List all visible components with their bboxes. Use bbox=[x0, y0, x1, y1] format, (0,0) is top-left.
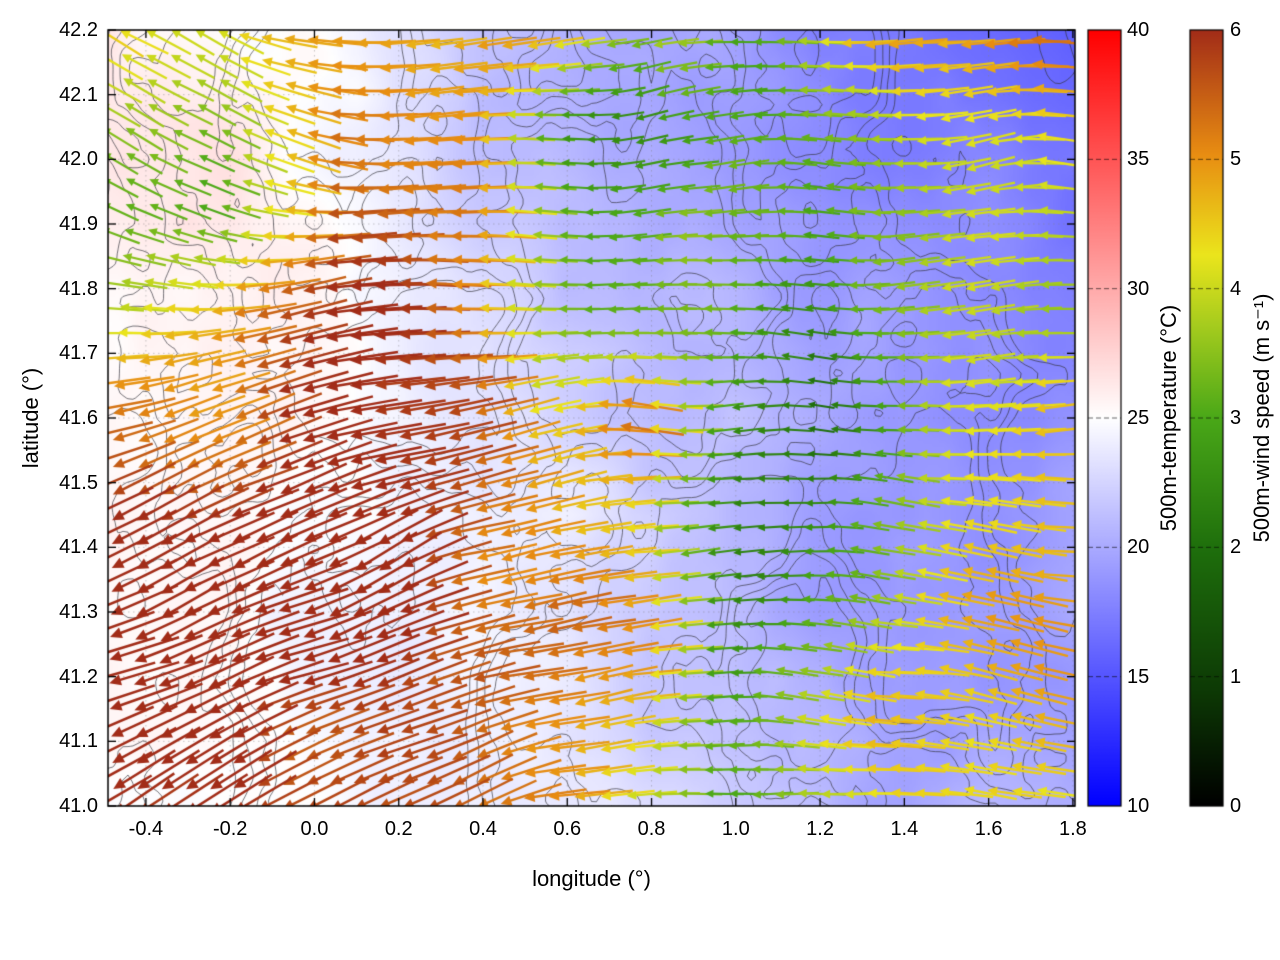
temperature-colorbar-title: 500m-temperature (°C) bbox=[1156, 304, 1181, 532]
wind-colorbar-title: 500m-wind speed (m s⁻¹) bbox=[1249, 293, 1274, 543]
x-axis-title: longitude (°) bbox=[532, 866, 651, 891]
y-axis-title: latitude (°) bbox=[18, 367, 43, 469]
